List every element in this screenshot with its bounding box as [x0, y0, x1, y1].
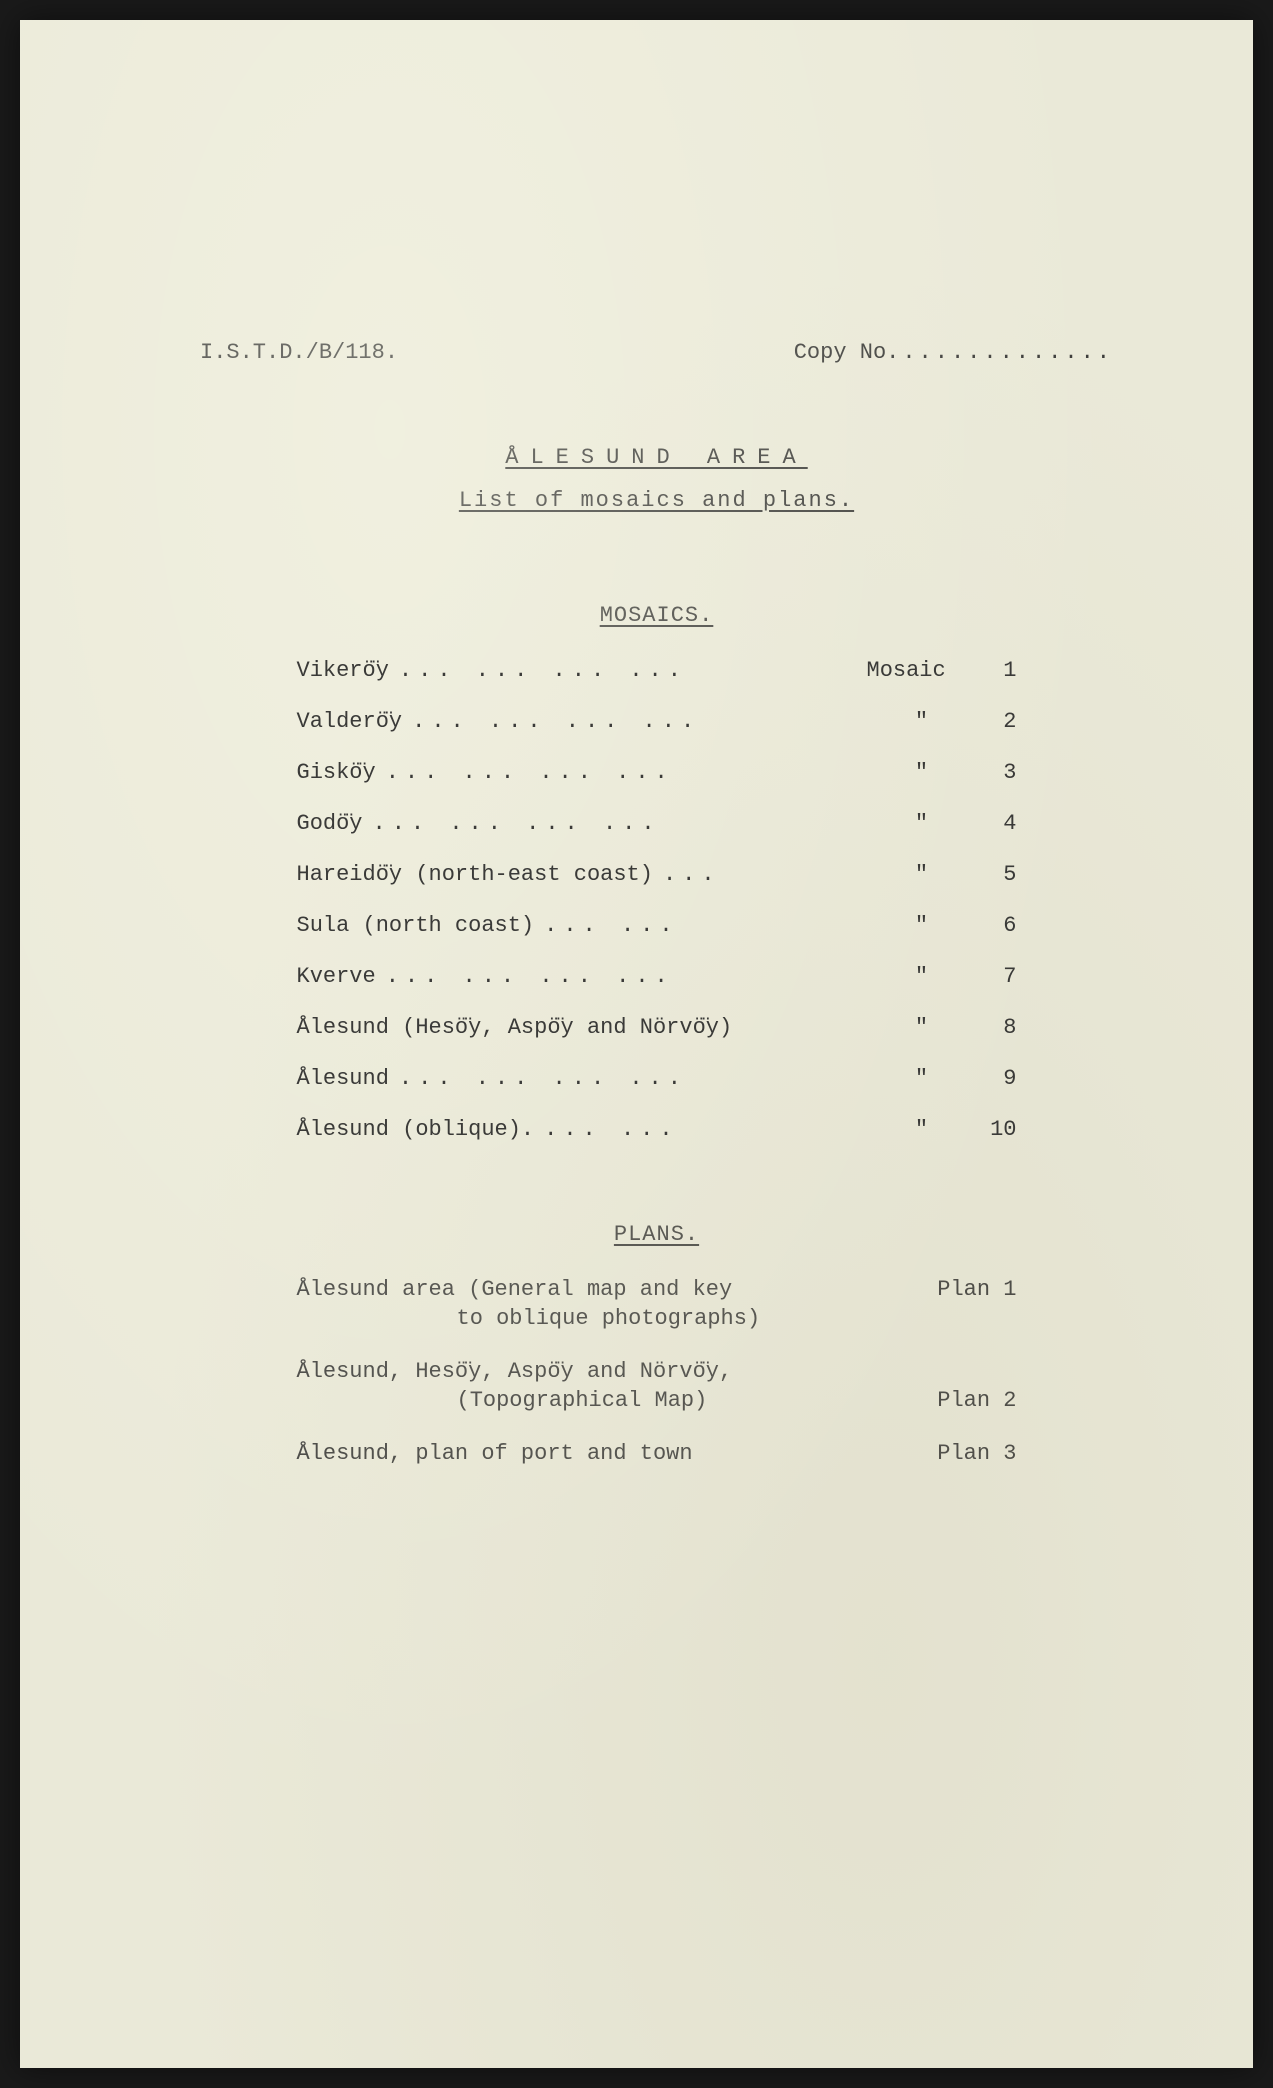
document-subtitle: List of mosaics and plans.: [200, 488, 1113, 513]
list-item: Ålesund (oblique). ... ... " 10: [297, 1117, 1017, 1142]
document-header: I.S.T.D./B/118. Copy No..............: [200, 340, 1113, 365]
document-title: ÅLESUND AREA: [200, 445, 1113, 470]
plans-list: Ålesund area (General map and key to obl…: [297, 1277, 1017, 1466]
list-item: Giskö̈y ... ... ... ... " 3: [297, 760, 1017, 785]
reference-code: I.S.T.D./B/118.: [200, 340, 398, 365]
list-item: Ålesund (Hesö̈y, Aspö̈y and Nörvö̈y) " 8: [297, 1015, 1017, 1040]
list-item: Valderö̈y ... ... ... ... " 2: [297, 709, 1017, 734]
list-item: Ålesund, Hesö̈y, Aspö̈y and Nörvö̈y, (To…: [297, 1359, 1017, 1413]
document-page: I.S.T.D./B/118. Copy No.............. ÅL…: [20, 20, 1253, 2068]
list-item: Kverve ... ... ... ... " 7: [297, 964, 1017, 989]
list-item: Godö̈y ... ... ... ... " 4: [297, 811, 1017, 836]
plans-heading: PLANS.: [200, 1222, 1113, 1247]
list-item: Hareidö̈y (north-east coast) ... " 5: [297, 862, 1017, 887]
list-item: Vikerö̈y ... ... ... ... Mosaic 1: [297, 658, 1017, 683]
mosaics-heading: MOSAICS.: [200, 603, 1113, 628]
list-item: Sula (north coast) ... ... " 6: [297, 913, 1017, 938]
list-item: Ålesund, plan of port and town Plan 3: [297, 1441, 1017, 1466]
copy-number: Copy No..............: [794, 340, 1113, 365]
mosaics-list: Vikerö̈y ... ... ... ... Mosaic 1 Valder…: [297, 658, 1017, 1142]
list-item: Ålesund ... ... ... ... " 9: [297, 1066, 1017, 1091]
list-item: Ålesund area (General map and key to obl…: [297, 1277, 1017, 1331]
title-block: ÅLESUND AREA List of mosaics and plans.: [200, 445, 1113, 513]
